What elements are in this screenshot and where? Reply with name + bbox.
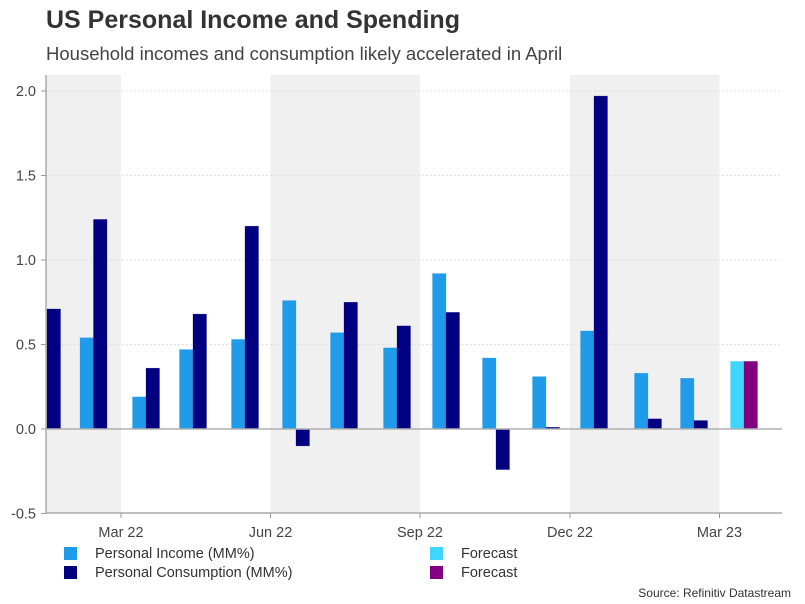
legend-right: Forecast Forecast (430, 544, 517, 582)
legend-label-forecast-consumption: Forecast (461, 564, 518, 581)
chart-subtitle: Household incomes and consumption likely… (46, 43, 563, 64)
legend-item-consumption: Personal Consumption (MM%) (64, 563, 292, 582)
y-tick-label: 2.0 (16, 84, 36, 100)
legend-swatch-income (64, 547, 77, 560)
bar-consumption (93, 219, 108, 430)
bar-income (79, 337, 94, 430)
bar-consumption (343, 302, 358, 430)
x-tick-label: Mar 23 (697, 525, 742, 541)
bar-consumption (693, 420, 708, 430)
bar-consumption (145, 367, 160, 430)
shaded-quarter (270, 75, 420, 513)
bar-forecast-income (730, 361, 745, 430)
legend-item-forecast-income: Forecast (430, 544, 517, 563)
bar-income (482, 357, 497, 430)
bar-consumption (445, 312, 460, 430)
source-note: Source: Refinitiv Datastream (638, 586, 791, 600)
bar-consumption (295, 428, 310, 447)
legend-swatch-forecast-income (430, 547, 443, 560)
legend-swatch-consumption (64, 566, 77, 579)
bar-forecast-consumption (743, 361, 758, 430)
shaded-quarter (570, 75, 720, 513)
bar-consumption (647, 418, 662, 430)
legend-label-forecast-income: Forecast (461, 545, 518, 562)
legend-swatch-forecast-consumption (430, 566, 443, 579)
bar-income (282, 300, 297, 430)
x-tick-label: Dec 22 (547, 525, 593, 541)
bar-income (580, 330, 595, 430)
bar-consumption (46, 308, 61, 430)
y-tick-label: 0.5 (16, 338, 36, 354)
shaded-quarter (46, 75, 121, 513)
y-tick-label: -0.5 (11, 507, 36, 523)
bar-income (231, 339, 246, 430)
bar-consumption (244, 225, 259, 430)
y-tick-label: 1.5 (16, 169, 36, 185)
bar-consumption (593, 95, 608, 430)
bar-consumption (192, 313, 207, 430)
bar-income (179, 349, 194, 430)
bar-income (634, 372, 649, 430)
y-tick-label: 0.0 (16, 422, 36, 438)
legend-label-income: Personal Income (MM%) (95, 545, 255, 562)
legend-label-consumption: Personal Consumption (MM%) (95, 564, 293, 581)
bar-income (330, 332, 345, 430)
x-tick-label: Sep 22 (397, 525, 443, 541)
bar-consumption (495, 428, 510, 470)
bar-income (383, 347, 398, 430)
x-tick-label: Mar 22 (98, 525, 143, 541)
legend-item-forecast-consumption: Forecast (430, 563, 517, 582)
bar-income (532, 376, 547, 430)
bar-income (132, 396, 147, 430)
y-tick-label: 1.0 (16, 253, 36, 269)
bar-income (432, 273, 447, 430)
bar-income (680, 378, 695, 430)
legend-left: Personal Income (MM%) Personal Consumpti… (64, 544, 292, 582)
bar-consumption (396, 325, 411, 430)
x-tick-label: Jun 22 (249, 525, 293, 541)
legend-item-income: Personal Income (MM%) (64, 544, 292, 563)
chart-title: US Personal Income and Spending (46, 6, 460, 34)
